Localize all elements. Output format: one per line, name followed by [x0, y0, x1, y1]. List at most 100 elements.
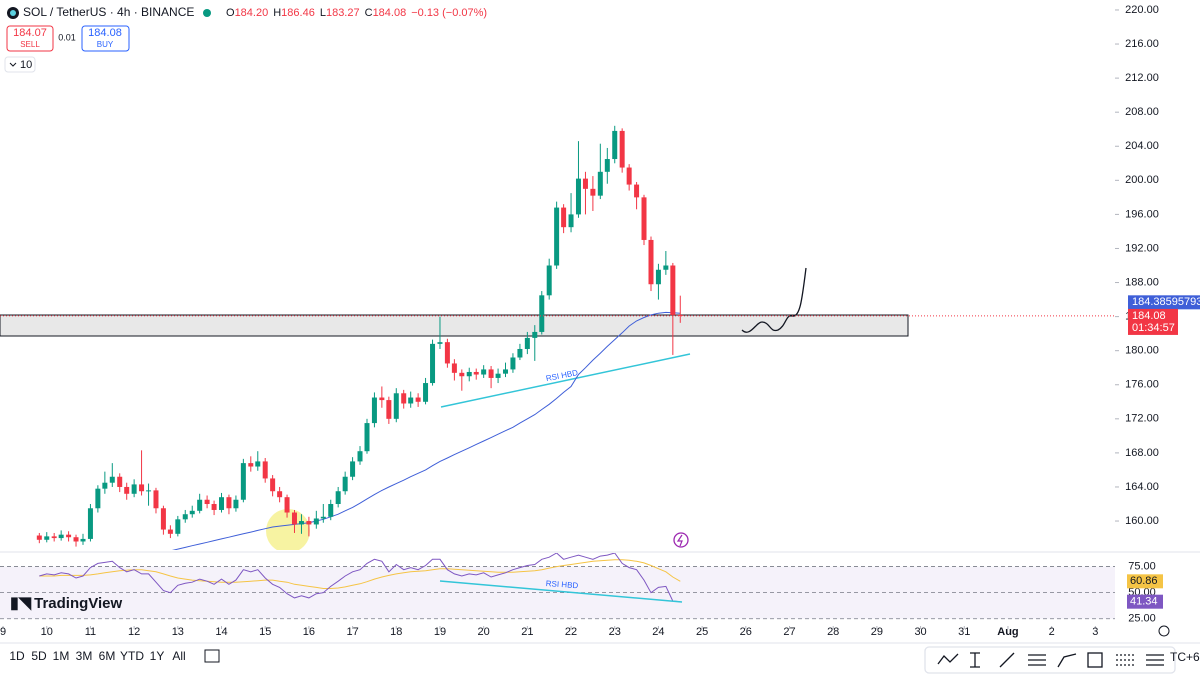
last-price-box	[1128, 308, 1178, 335]
main-pane	[0, 125, 1115, 550]
candle-body	[73, 537, 79, 542]
projection-curve	[741, 267, 807, 333]
candle-body	[626, 167, 632, 185]
candle-body	[189, 510, 195, 515]
candle-body	[437, 342, 443, 344]
candle-body	[262, 461, 268, 479]
tool-icon[interactable]	[1028, 654, 1046, 666]
rsi-signal-label: 60.86	[1130, 575, 1158, 587]
indicators-count: 10	[20, 59, 32, 71]
tool-icon[interactable]	[1087, 652, 1103, 668]
ohlc-value: 184.20	[235, 7, 269, 19]
candle-body	[582, 178, 588, 189]
candle-body	[401, 393, 407, 404]
y-tick-label: 204.00	[1125, 140, 1159, 152]
ohlc-key: C	[365, 7, 373, 19]
change: −0.13 (−0.07%)	[411, 7, 487, 19]
rsi-trend-line	[439, 580, 683, 603]
candle-body	[510, 357, 516, 370]
period-button[interactable]: 5D	[31, 649, 47, 663]
period-button[interactable]: 1M	[53, 649, 70, 663]
candle-body	[561, 207, 567, 228]
candle-body	[371, 397, 377, 424]
x-tick-label: 30	[914, 626, 926, 638]
candle-body	[350, 461, 356, 477]
candle-body	[415, 397, 421, 402]
candle-body	[160, 508, 166, 530]
period-button[interactable]: YTD	[120, 649, 144, 663]
candle-body	[517, 348, 523, 358]
candle-body	[379, 397, 385, 401]
tool-icon[interactable]	[1146, 654, 1164, 666]
candle-body	[328, 504, 334, 517]
candle-body	[503, 369, 509, 374]
candle-body	[131, 484, 137, 494]
rsi-signal-box	[1127, 574, 1163, 589]
candle-body	[255, 461, 261, 467]
ma-price-label: 184.38595793	[1132, 296, 1200, 308]
candle-body	[546, 265, 552, 296]
candle-body	[306, 521, 312, 525]
rsi-tick-label: 25.00	[1128, 613, 1156, 625]
tool-icon[interactable]	[1057, 653, 1077, 668]
event-icon	[673, 532, 689, 548]
tool-icon[interactable]	[937, 653, 959, 665]
period-button[interactable]: 3M	[76, 649, 93, 663]
y-tick-label: 216.00	[1125, 38, 1159, 50]
y-tick-label: 208.00	[1125, 106, 1159, 118]
candle-body	[240, 463, 246, 500]
candle-body	[495, 373, 501, 378]
y-tick-label: 180.00	[1125, 345, 1159, 357]
chevron	[9, 62, 17, 67]
candle-body	[211, 504, 217, 510]
candle-body	[568, 214, 574, 228]
rsi-tick-label: 75.00	[1128, 560, 1156, 572]
candle-body	[270, 478, 276, 492]
period-button[interactable]: 1D	[9, 649, 25, 663]
buy-label: BUY	[97, 40, 114, 49]
sell-label: SELL	[20, 40, 40, 49]
highlight-circle	[266, 509, 310, 550]
candle-body	[277, 491, 283, 498]
ohlc-value: 186.46	[281, 7, 315, 19]
tool-icon[interactable]	[1116, 654, 1134, 666]
moving-average	[171, 311, 681, 550]
candle-body	[66, 534, 72, 538]
candle-body	[284, 497, 290, 513]
period-button[interactable]: 6M	[99, 649, 116, 663]
rsi-value-box	[1127, 594, 1163, 609]
sell-button[interactable]	[6, 25, 54, 52]
settings-icon[interactable]	[1158, 625, 1170, 637]
ohlc: O184.20 H186.46 L183.27 C184.08 −0.13 (−0.07…	[226, 7, 487, 19]
y-tick-label: 196.00	[1125, 208, 1159, 220]
x-tick-label: 27	[783, 626, 795, 638]
x-tick-label: 16	[303, 626, 315, 638]
candle-body	[58, 534, 64, 539]
logo: ▮◥ TradingView	[10, 595, 123, 612]
period-bar: 1D 5D 1M 3M 6M YTD 1Y All	[9, 649, 185, 663]
tool-icon[interactable]	[970, 652, 980, 668]
indicators-toggle[interactable]	[4, 56, 36, 73]
candle-body	[80, 538, 86, 542]
candle-body	[634, 184, 640, 198]
x-tick-label: 20	[478, 626, 490, 638]
candle-body	[51, 536, 57, 539]
symbol[interactable]: SOL / TetherUS · 4h · BINANCE	[23, 5, 194, 19]
period-button[interactable]: 1Y	[150, 649, 165, 663]
candle-body	[197, 499, 203, 511]
date-range-icon[interactable]	[204, 649, 220, 663]
candle-body	[95, 488, 101, 509]
buy-button[interactable]	[81, 25, 130, 52]
candle-body	[248, 463, 254, 467]
candle-body	[335, 491, 341, 505]
candle-body	[597, 171, 603, 196]
timezone[interactable]: TC+6	[1170, 650, 1200, 664]
drawing-tools	[924, 646, 1176, 674]
x-tick-label: 26	[740, 626, 752, 638]
candle-body	[139, 484, 145, 492]
x-tick-label: 12	[128, 626, 140, 638]
period-button[interactable]: All	[172, 649, 185, 663]
candle-body	[182, 514, 188, 520]
tool-icon[interactable]	[999, 652, 1015, 668]
